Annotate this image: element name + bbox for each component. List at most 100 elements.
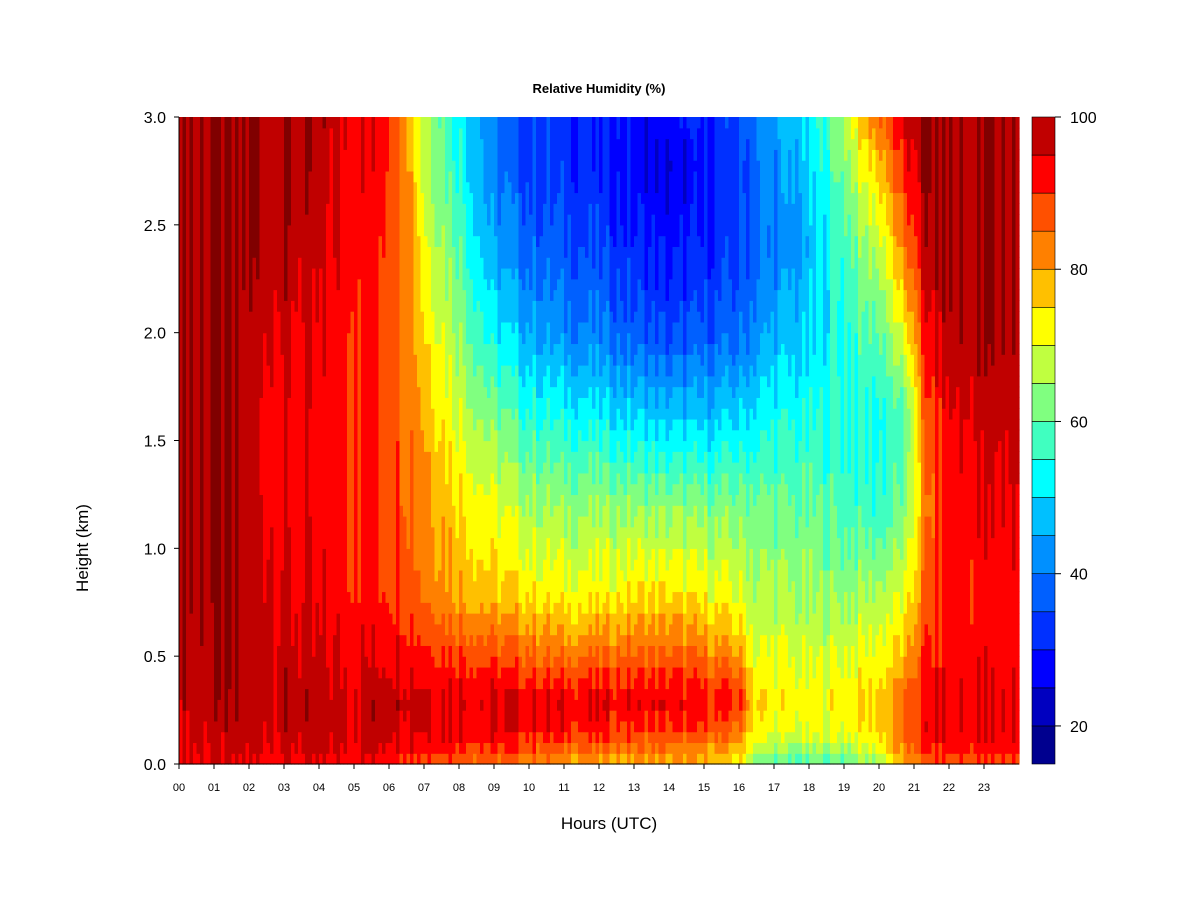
heatmap-cell <box>389 322 393 333</box>
heatmap-cell <box>183 721 187 732</box>
heatmap-cell <box>221 117 225 128</box>
heatmap-cell <box>316 581 320 592</box>
heatmap-cell <box>389 635 393 646</box>
heatmap-cell <box>211 624 215 635</box>
heatmap-cell <box>309 192 313 203</box>
heatmap-cell <box>421 214 425 225</box>
heatmap-cell <box>242 408 246 419</box>
heatmap-cell <box>466 365 470 376</box>
heatmap-cell <box>183 376 187 387</box>
heatmap-cell <box>340 343 344 354</box>
heatmap-cell <box>340 214 344 225</box>
heatmap-cell <box>239 311 243 322</box>
heatmap-cell <box>291 139 295 150</box>
heatmap-cell <box>438 667 442 678</box>
heatmap-cell <box>368 441 372 452</box>
heatmap-cell <box>358 322 362 333</box>
heatmap-cell <box>466 538 470 549</box>
heatmap-cell <box>267 246 271 257</box>
heatmap-cell <box>298 732 302 743</box>
heatmap-cell <box>218 365 222 376</box>
heatmap-cell <box>309 602 313 613</box>
heatmap-cell <box>221 225 225 236</box>
heatmap-cell <box>326 408 330 419</box>
heatmap-cell <box>228 311 232 322</box>
heatmap-cell <box>214 225 218 236</box>
heatmap-cell <box>424 570 428 581</box>
heatmap-cell <box>386 279 390 290</box>
heatmap-cell <box>333 689 337 700</box>
heatmap-cell <box>445 149 449 160</box>
heatmap-cell <box>319 538 323 549</box>
heatmap-cell <box>207 300 211 311</box>
heatmap-cell <box>270 559 274 570</box>
heatmap-cell <box>249 171 253 182</box>
heatmap-cell <box>246 236 250 247</box>
heatmap-cell <box>291 484 295 495</box>
heatmap-cell <box>200 581 204 592</box>
heatmap-cell <box>239 710 243 721</box>
heatmap-cell <box>445 624 449 635</box>
heatmap-cell <box>396 257 400 268</box>
heatmap-cell <box>421 117 425 128</box>
heatmap-cell <box>421 516 425 527</box>
heatmap-cell <box>365 225 369 236</box>
heatmap-cell <box>281 462 285 473</box>
heatmap-cell <box>253 548 257 559</box>
heatmap-cell <box>382 160 386 171</box>
heatmap-cell <box>375 473 379 484</box>
heatmap-cell <box>347 214 351 225</box>
heatmap-cell <box>263 645 267 656</box>
heatmap-cell <box>298 376 302 387</box>
heatmap-cell <box>403 387 407 398</box>
heatmap-cell <box>179 279 183 290</box>
heatmap-cell <box>225 182 229 193</box>
heatmap-cell <box>295 365 299 376</box>
heatmap-cell <box>218 462 222 473</box>
heatmap-cell <box>200 451 204 462</box>
heatmap-cell <box>281 279 285 290</box>
heatmap-cell <box>302 689 306 700</box>
heatmap-cell <box>316 505 320 516</box>
heatmap-cell <box>368 591 372 602</box>
heatmap-cell <box>246 268 250 279</box>
heatmap-cell <box>379 484 383 495</box>
heatmap-cell <box>211 343 215 354</box>
heatmap-cell <box>358 311 362 322</box>
heatmap-cell <box>414 678 418 689</box>
heatmap-cell <box>323 290 327 301</box>
heatmap-cell <box>200 753 204 764</box>
heatmap-cell <box>218 246 222 257</box>
heatmap-cell <box>274 494 278 505</box>
heatmap-cell <box>466 699 470 710</box>
heatmap-cell <box>337 290 341 301</box>
heatmap-cell <box>438 548 442 559</box>
heatmap-cell <box>326 214 330 225</box>
heatmap-cell <box>340 333 344 344</box>
heatmap-cell <box>288 160 292 171</box>
heatmap-cell <box>298 149 302 160</box>
heatmap-cell <box>403 171 407 182</box>
heatmap-cell <box>312 214 316 225</box>
heatmap-cell <box>207 192 211 203</box>
heatmap-cell <box>263 581 267 592</box>
heatmap-cell <box>246 678 250 689</box>
heatmap-cell <box>365 279 369 290</box>
heatmap-cell <box>218 559 222 570</box>
heatmap-cell <box>246 613 250 624</box>
heatmap-cell <box>407 397 411 408</box>
heatmap-cell <box>442 300 446 311</box>
heatmap-cell <box>267 343 271 354</box>
heatmap-cell <box>417 678 421 689</box>
heatmap-cell <box>270 128 274 139</box>
heatmap-cell <box>267 139 271 150</box>
heatmap-cell <box>249 570 253 581</box>
heatmap-cell <box>463 538 467 549</box>
heatmap-cell <box>179 354 183 365</box>
heatmap-cell <box>302 548 306 559</box>
heatmap-cell <box>239 182 243 193</box>
heatmap-cell <box>393 732 397 743</box>
heatmap-cell <box>186 333 190 344</box>
heatmap-cell <box>235 279 239 290</box>
heatmap-cell <box>396 149 400 160</box>
